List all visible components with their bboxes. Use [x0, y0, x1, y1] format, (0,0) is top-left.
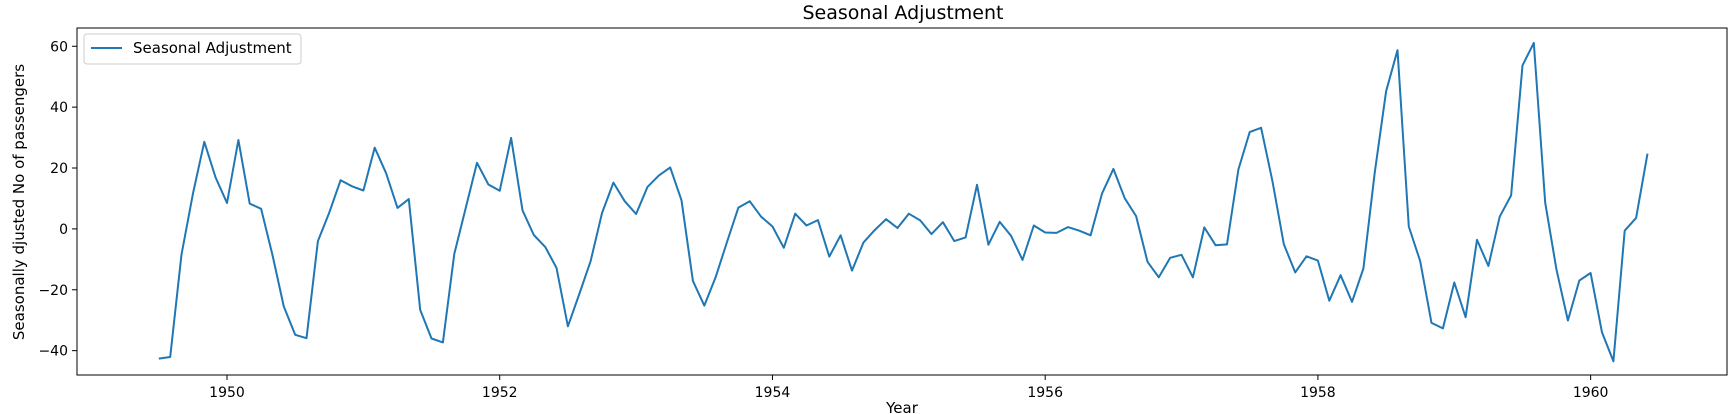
chart-title: Seasonal Adjustment — [802, 2, 1003, 24]
y-tick-label: 0 — [59, 222, 68, 238]
y-axis-label: Seasonally djusted No of passengers — [10, 64, 28, 340]
y-axis: −40 −20 0 20 40 60 — [38, 39, 77, 360]
x-axis-label: Year — [885, 399, 919, 414]
y-tick-label: −20 — [38, 283, 68, 299]
x-tick-label: 1958 — [1300, 385, 1336, 401]
x-tick-label: 1960 — [1573, 385, 1609, 401]
y-tick-label: 60 — [50, 39, 68, 55]
x-tick-label: 1954 — [755, 385, 791, 401]
y-tick-label: 40 — [50, 100, 68, 116]
legend: Seasonal Adjustment — [83, 33, 302, 65]
x-axis: 1950 1952 1954 1956 1958 1960 — [209, 375, 1608, 401]
legend-box — [83, 33, 302, 65]
x-tick-label: 1956 — [1027, 385, 1063, 401]
legend-label: Seasonal Adjustment — [133, 39, 292, 57]
x-tick-label: 1952 — [482, 385, 518, 401]
plot-area — [158, 41, 1649, 363]
series-line — [158, 41, 1649, 363]
x-tick-label: 1950 — [209, 385, 245, 401]
y-tick-label: 20 — [50, 161, 68, 177]
y-tick-label: −40 — [38, 344, 68, 360]
plot-frame — [76, 27, 1728, 376]
